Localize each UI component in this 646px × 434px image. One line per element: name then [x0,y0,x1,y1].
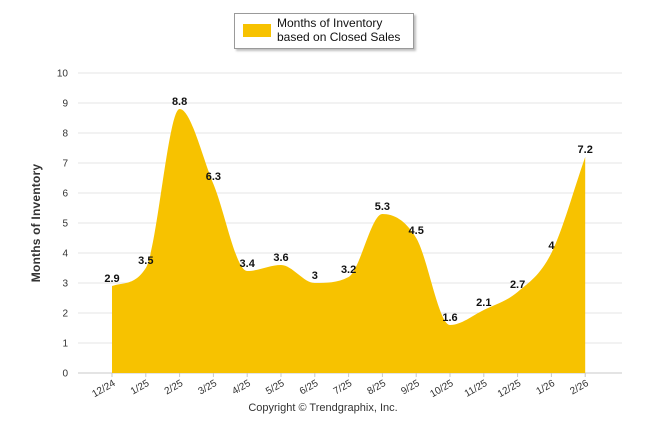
data-label: 2.9 [104,273,119,285]
x-tick-label: 10/25 [428,378,456,400]
data-label: 6.3 [206,171,221,183]
legend[interactable]: Months of Inventory based on Closed Sale… [234,13,414,49]
copyright-footer: Copyright © Trendgraphix, Inc. [248,402,398,414]
x-tick-label: 2/26 [568,378,591,397]
y-tick-label: 0 [62,369,68,380]
data-label: 1.6 [442,312,457,324]
x-tick-label: 8/25 [366,378,389,397]
x-tick-label: 1/25 [129,378,152,397]
x-tick-label: 11/25 [463,378,490,400]
y-tick-label: 7 [62,159,68,170]
data-labels: 2.9 3.5 8.8 6.3 3.4 3.6 3 3.2 5.3 4.5 1.6 2.1 2.7 4 7.… [104,96,592,324]
data-label: 3.4 [240,258,256,270]
y-tick-label: 3 [62,279,68,290]
data-label: 3.5 [138,255,153,267]
x-tick-label: 4/25 [230,378,253,397]
x-tick-label: 6/25 [298,378,321,397]
data-label: 3.6 [273,252,288,264]
y-tick-label: 6 [62,189,68,200]
data-label: 8.8 [172,96,187,108]
x-tick-label: 9/25 [399,378,422,397]
y-axis-label: Months of Inventory [29,164,43,283]
y-tick-label: 2 [62,309,68,320]
inventory-area[interactable] [112,109,586,373]
x-axis-ticks: 12/24 1/25 2/25 3/25 4/25 5/25 6/25 7/25 8/25 9/2… [90,373,591,400]
data-label: 2.1 [476,297,491,309]
x-tick-label: 12/25 [496,378,524,400]
x-tick-label: 3/25 [197,378,220,397]
x-tick-label: 5/25 [264,378,287,397]
data-label: 3.2 [341,264,356,276]
y-tick-label: 10 [57,69,69,80]
legend-swatch [243,24,271,37]
x-tick-label: 1/26 [535,378,558,397]
x-tick-label: 2/25 [163,378,186,397]
data-label: 7.2 [578,144,593,156]
y-tick-label: 1 [62,339,68,350]
data-label: 4 [548,240,555,252]
data-label: 2.7 [510,279,525,291]
data-label: 4.5 [409,225,424,237]
x-tick-label: 12/24 [90,378,118,400]
data-label: 5.3 [375,201,390,213]
y-tick-label: 8 [62,129,68,140]
data-label: 3 [312,270,318,282]
legend-label: Months of Inventory based on Closed Sale… [277,16,401,44]
y-tick-label: 5 [62,219,68,230]
y-tick-label: 9 [62,99,68,110]
y-tick-label: 4 [62,249,68,260]
y-axis-ticks: 0 1 2 3 4 5 6 7 8 9 10 [57,69,69,380]
x-tick-label: 7/25 [332,378,355,397]
